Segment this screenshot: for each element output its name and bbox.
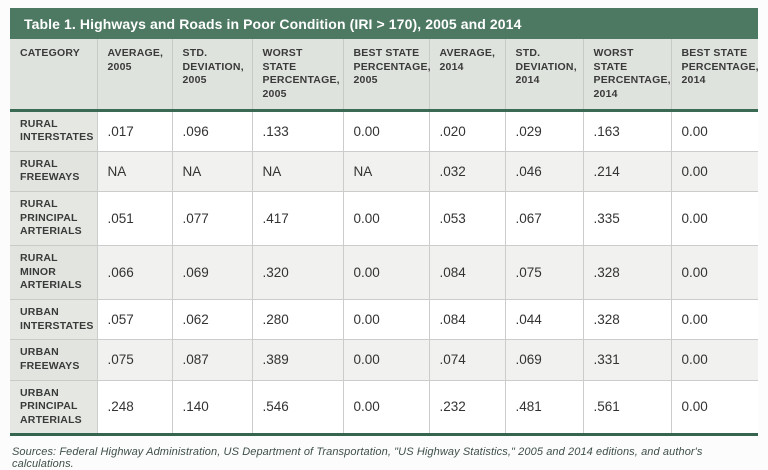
table-cell: .087 [171,339,252,381]
table-cell: .044 [504,298,583,340]
table-cell: .133 [251,110,343,152]
table-cell: .140 [171,379,252,437]
table-cell: 0.00 [342,191,429,246]
column-header: BEST STATE PERCENTAGE, 2005 [342,39,431,112]
table-row: RURAL FREEWAYS NA NA NA NA .032.046.214 0.00 [10,150,758,192]
table-cell: 0.00 [670,191,758,246]
table-header-row: CATEGORY AVERAGE, 2005 STD. DEVIATION, 200… [10,39,759,112]
row-category: URBAN PRINCIPAL ARTERIALS [10,379,97,437]
table-cell: .335 [582,191,671,246]
table-cell: .075 [504,245,583,300]
table-cell: .051 [96,191,172,246]
table-cell: .020 [428,110,505,152]
row-category: RURAL MINOR ARTERIALS [10,245,97,300]
table-cell: 0.00 [670,110,758,152]
table-row: RURAL MINOR ARTERIALS .066.069.320 0.00.08… [10,245,758,300]
table-cell: .069 [504,339,583,381]
column-header: BEST STATE PERCENTAGE, 2014 [670,39,759,112]
table-title: Table 1. Highways and Roads in Poor Cond… [10,8,758,39]
row-category: URBAN FREEWAYS [10,339,97,381]
table-cell: .084 [428,245,505,300]
table-cell: .232 [428,379,505,437]
table-cell: .546 [251,379,343,437]
table-cell: .046 [504,150,583,192]
row-category: RURAL PRINCIPAL ARTERIALS [10,191,97,246]
column-header: WORST STATE PERCENTAGE, 2005 [251,39,343,112]
table-cell: .077 [171,191,252,246]
table-row: URBAN INTERSTATES .057.062.280 0.00.084.04… [10,298,758,340]
table-cell: .067 [504,191,583,246]
table-cell: .417 [251,191,343,246]
table-cell: 0.00 [670,379,758,437]
sources-note: Sources: Federal Highway Administration,… [12,446,703,470]
table-cell: .075 [96,339,172,381]
table-cell: 0.00 [342,245,429,300]
highways-poor-condition-table: CATEGORY AVERAGE, 2005 STD. DEVIATION, 200… [10,39,759,437]
column-header: STD. DEVIATION, 2005 [171,39,252,112]
table-cell: .328 [582,245,671,300]
table-cell: .561 [582,379,671,437]
table-cell: .320 [251,245,343,300]
table-cell: 0.00 [670,298,758,340]
table-cell: .163 [582,110,671,152]
column-header: AVERAGE, 2014 [428,39,505,112]
table-cell: 0.00 [670,150,758,192]
row-category: RURAL FREEWAYS [10,150,97,192]
table-cell: .057 [96,298,172,340]
table-cell: 0.00 [342,379,429,437]
table-cell: NA [251,150,343,192]
table-cell: .389 [251,339,343,381]
table-row: URBAN FREEWAYS .075.087.389 0.00.074.069.3… [10,339,758,381]
table-row: RURAL INTERSTATES .017.096.133 0.00.020.02… [10,110,758,152]
table-cell: .084 [428,298,505,340]
table-cell: 0.00 [342,298,429,340]
table-cell: .017 [96,110,172,152]
table-cell: .328 [582,298,671,340]
table-cell: .062 [171,298,252,340]
table-body: RURAL INTERSTATES .017.096.133 0.00.020.02… [10,110,758,437]
table-cell: .248 [96,379,172,437]
table-cell: 0.00 [670,245,758,300]
table-cell: .331 [582,339,671,381]
table-cell: 0.00 [342,110,429,152]
table-cell: .096 [171,110,252,152]
column-header: WORST STATE PERCENTAGE, 2014 [582,39,671,112]
table-cell: .032 [428,150,505,192]
table-cell: .066 [96,245,172,300]
table-row: RURAL PRINCIPAL ARTERIALS .051.077.417 0.0… [10,191,758,246]
row-category: URBAN INTERSTATES [10,298,97,340]
column-header: CATEGORY [10,39,97,112]
table-cell: .214 [582,150,671,192]
table-cell: .029 [504,110,583,152]
table-cell: NA [171,150,252,192]
table-cell: NA [342,150,429,192]
column-header: AVERAGE, 2005 [96,39,172,112]
table-cell: .280 [251,298,343,340]
table-cell: .053 [428,191,505,246]
table-cell: NA [96,150,172,192]
table-cell: 0.00 [342,339,429,381]
table-cell: .074 [428,339,505,381]
table-cell: .481 [504,379,583,437]
column-header: STD. DEVIATION, 2014 [504,39,583,112]
table-cell: 0.00 [670,339,758,381]
table-cell: .069 [171,245,252,300]
row-category: RURAL INTERSTATES [10,110,97,152]
table-row: URBAN PRINCIPAL ARTERIALS .248.140.546 0.0… [10,379,758,437]
